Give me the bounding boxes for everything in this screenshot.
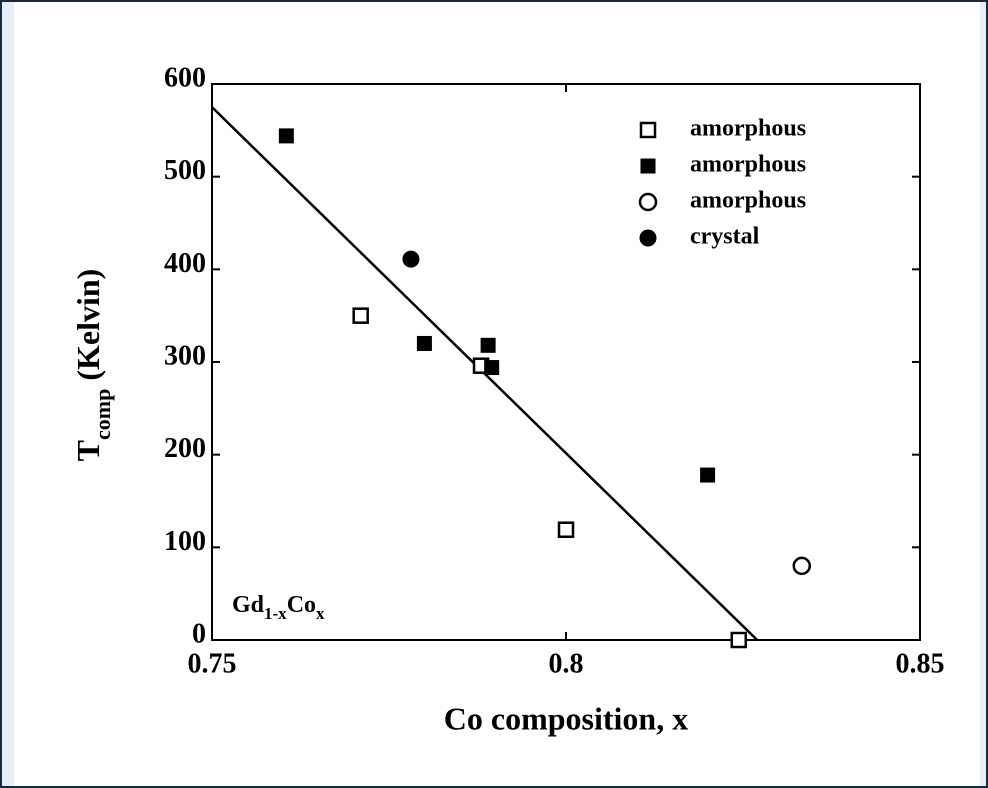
y-tick-label: 0: [192, 618, 206, 649]
marker: [730, 631, 748, 649]
marker: [638, 192, 658, 212]
text-part: T: [70, 440, 106, 461]
marker: [352, 307, 369, 324]
y-tick-label: 100: [164, 526, 206, 557]
marker: [640, 158, 656, 174]
x-tick-label: 0.85: [896, 648, 945, 679]
marker: [792, 556, 812, 576]
marker: [402, 250, 420, 268]
x-tick-label: 0.8: [549, 648, 584, 679]
marker: [557, 521, 575, 538]
marker: [278, 128, 294, 144]
legend-label: crystal: [690, 224, 760, 250]
panel: [14, 2, 980, 786]
text-part: (Kelvin): [70, 269, 106, 389]
text-part: 1-x: [264, 604, 287, 623]
y-tick-label: 200: [164, 433, 206, 464]
text-part: x: [316, 604, 325, 623]
y-tick-label: 500: [164, 155, 206, 186]
marker: [484, 360, 500, 376]
marker: [416, 335, 432, 351]
legend-label: amorphous: [690, 188, 806, 214]
text-part: Co: [287, 592, 316, 618]
y-tick-label: 400: [164, 248, 206, 279]
y-tick-label: 300: [164, 340, 206, 371]
marker: [700, 467, 716, 483]
text-part: Gd: [232, 592, 265, 618]
x-tick-label: 0.75: [188, 648, 237, 679]
annotation: Gd1-xCox: [232, 592, 325, 624]
legend-label: amorphous: [690, 152, 806, 178]
marker: [480, 337, 496, 353]
marker: [639, 121, 657, 139]
legend-label: amorphous: [690, 116, 806, 142]
y-axis-label: Tcomp (Kelvin): [70, 269, 114, 462]
marker: [639, 229, 657, 247]
y-tick-label: 600: [164, 62, 206, 93]
text-part: comp: [90, 389, 115, 440]
x-axis-label: Co composition, x: [444, 700, 688, 736]
